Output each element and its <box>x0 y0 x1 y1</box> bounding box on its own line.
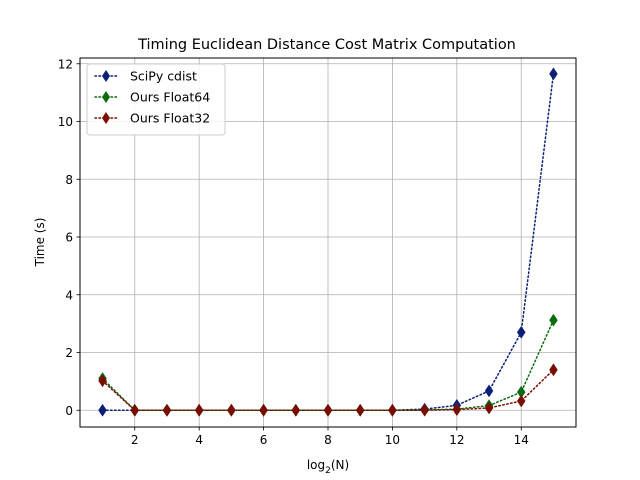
legend-marker <box>102 70 110 82</box>
x-tick-label: 2 <box>131 433 139 447</box>
data-point <box>194 403 204 417</box>
series-3 <box>98 363 558 417</box>
legend-label: Ours Float32 <box>130 111 210 126</box>
y-tick-label: 12 <box>58 57 73 71</box>
x-axis-label: log2(N) <box>307 458 349 476</box>
data-point <box>355 403 365 417</box>
y-tick-label: 0 <box>65 404 73 418</box>
y-tick-label: 6 <box>65 231 73 245</box>
x-tick-label: 14 <box>514 433 529 447</box>
y-axis-label: Time (s) <box>33 218 47 268</box>
chart-title: Timing Euclidean Distance Cost Matrix Co… <box>137 37 516 53</box>
data-point <box>516 325 526 339</box>
x-tick-label: 4 <box>195 433 203 447</box>
data-point <box>549 67 558 81</box>
data-point <box>291 403 301 417</box>
y-tick-label: 10 <box>58 115 73 129</box>
x-tick-label: 10 <box>385 433 400 447</box>
legend-item: Ours Float64 <box>94 90 210 105</box>
data-point <box>452 403 462 417</box>
data-point <box>484 401 494 415</box>
y-tick-label: 8 <box>65 173 73 187</box>
data-point <box>549 313 558 327</box>
y-tick-label: 2 <box>65 346 73 360</box>
data-point <box>259 403 268 417</box>
data-point <box>516 394 526 408</box>
series-line <box>101 319 555 412</box>
data-point <box>323 403 333 417</box>
data-point <box>130 403 140 417</box>
legend-item: Ours Float32 <box>94 111 210 126</box>
data-point <box>98 374 107 388</box>
data-point <box>420 403 429 417</box>
series-layer <box>98 67 558 417</box>
data-point <box>162 403 172 417</box>
ticks: 2 4 6 8 10 12 14 0 2 4 6 8 10 12 <box>58 57 529 447</box>
legend-item: SciPy cdist <box>94 69 197 84</box>
legend-label: SciPy cdist <box>130 69 197 84</box>
legend-label: Ours Float64 <box>130 90 210 105</box>
legend-marker <box>102 112 110 124</box>
data-point <box>98 403 107 417</box>
x-tick-label: 12 <box>449 433 464 447</box>
x-tick-label: 6 <box>260 433 268 447</box>
x-tick-label: 8 <box>324 433 332 447</box>
data-point <box>484 384 494 398</box>
legend: SciPy cdist Ours Float64 Ours Float32 <box>86 63 226 136</box>
y-tick-label: 4 <box>65 288 73 302</box>
data-point <box>388 403 397 417</box>
data-point <box>227 403 236 417</box>
legend-box <box>86 63 226 136</box>
legend-marker <box>102 91 110 103</box>
data-point <box>549 363 558 377</box>
grid <box>80 58 576 427</box>
